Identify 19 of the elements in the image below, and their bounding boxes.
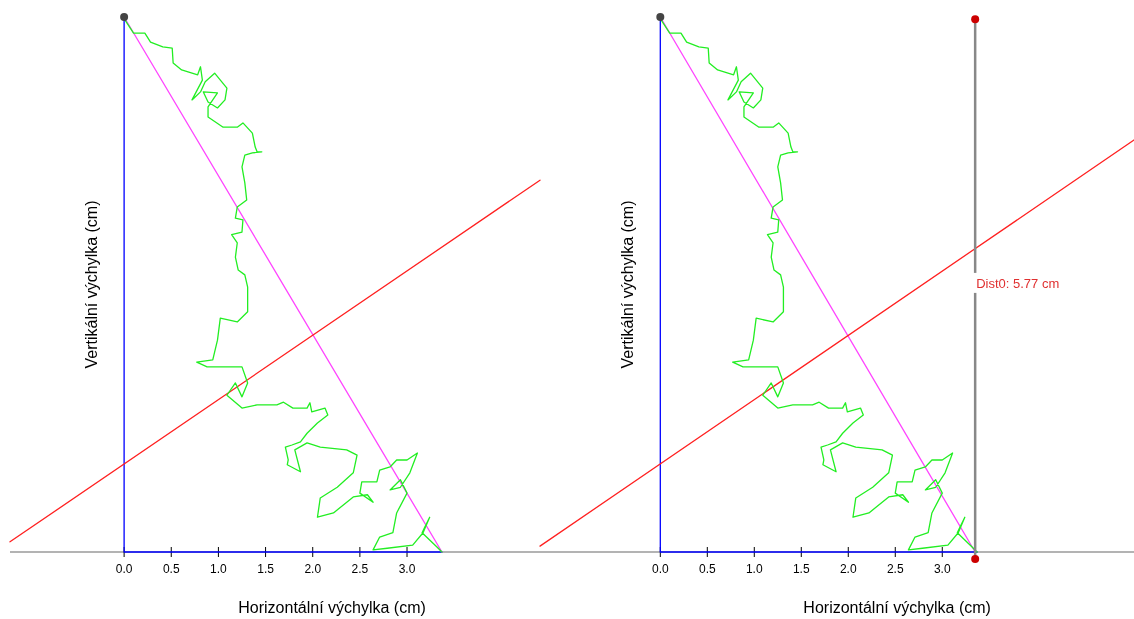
x-tick-label: 2.5: [351, 562, 369, 576]
x-tick-label: 1.5: [792, 562, 810, 576]
x-tick-label: 1.0: [210, 562, 228, 576]
x-tick-label: 0.0: [115, 562, 133, 576]
x-axis-title: Horizontální výchylka (cm): [238, 599, 426, 616]
x-tick-label: 3.0: [933, 562, 951, 576]
x-tick-label: 0.5: [698, 562, 716, 576]
x-axis-title: Horizontální výchylka (cm): [803, 599, 991, 616]
x-tick-label: 1.5: [257, 562, 275, 576]
x-tick-label: 0.0: [651, 562, 669, 576]
y-axis-title: Vertikální výchylka (cm): [619, 200, 637, 369]
x-tick-label: 2.0: [839, 562, 857, 576]
x-tick-label: 2.0: [304, 562, 322, 576]
annotation: Dist0: 5.77 cm: [976, 275, 1060, 291]
x-tick-label: 0.5: [162, 562, 180, 576]
y-axis-title: Vertikální výchylka (cm): [83, 200, 101, 369]
x-tick-label: 3.0: [398, 562, 416, 576]
x-tick-label: 2.5: [886, 562, 904, 576]
x-tick-label: 1.0: [745, 562, 763, 576]
